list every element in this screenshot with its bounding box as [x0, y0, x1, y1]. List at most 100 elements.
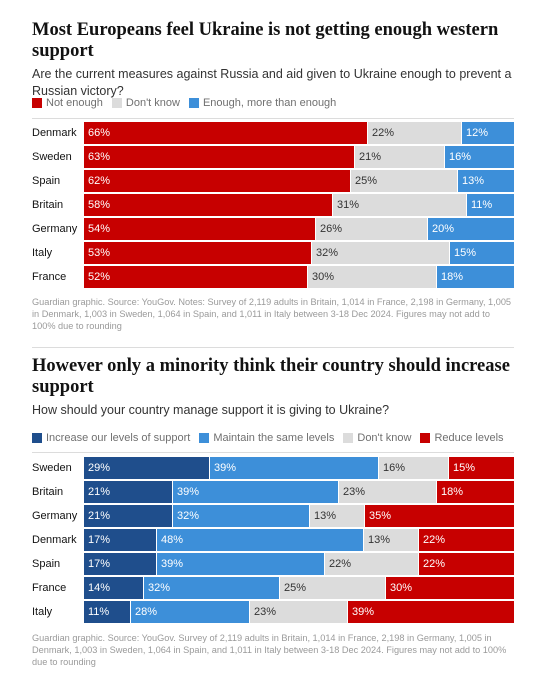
category-label: France [32, 271, 67, 283]
section-divider [32, 347, 514, 348]
bar-row-germany: Germany 21% 32% 13% 35% [32, 504, 514, 528]
stacked-bar: 62% 25% 13% [84, 169, 514, 193]
category-label: Italy [32, 247, 53, 259]
bar-segment-enough-more-than-enough: 11% [467, 194, 514, 216]
stacked-bar: 21% 32% 13% 35% [84, 504, 514, 528]
bar-row-spain: Spain 62% 25% 13% [32, 169, 514, 193]
bar-row-sweden: Sweden 63% 21% 16% [32, 145, 514, 169]
bar-segment-enough-more-than-enough: 12% [462, 122, 514, 144]
bar-segment-maintain-the-same-levels: 32% [173, 505, 310, 527]
bar-row-france: France 52% 30% 18% [32, 265, 514, 289]
bar-segment-reduce-levels: 39% [348, 601, 514, 623]
bar-row-britain: Britain 21% 39% 23% 18% [32, 480, 514, 504]
chart-2-bars: Sweden 29% 39% 16% 15% Britain 21% 39% 23% 18% Ger… [32, 456, 514, 624]
legend-item-1: Not enough [32, 97, 103, 109]
bar-segment-increase-our-levels-of-support: 21% [84, 505, 173, 527]
bar-row-italy: Italy 53% 32% 15% [32, 241, 514, 265]
legend-label: Not enough [46, 97, 103, 109]
chart-1-source-note: Guardian graphic. Source: YouGov. Notes:… [32, 297, 512, 331]
bar-segment-increase-our-levels-of-support: 17% [84, 553, 157, 575]
bar-segment-reduce-levels: 35% [365, 505, 514, 527]
bar-segment-not-enough: 53% [84, 242, 312, 264]
legend-label: Don't know [357, 432, 412, 444]
stacked-bar: 17% 48% 13% 22% [84, 528, 514, 552]
bar-segment-reduce-levels: 18% [437, 481, 514, 503]
bar-segment-not-enough: 58% [84, 194, 333, 216]
category-label: Britain [32, 199, 64, 211]
bar-segment-not-enough: 52% [84, 266, 308, 288]
bar-segment-don-t-know: 22% [368, 122, 462, 144]
legend-item-3: Enough, more than enough [188, 97, 336, 109]
chart-2-source-note: Guardian graphic. Source: YouGov. Survey… [32, 633, 507, 667]
bar-segment-increase-our-levels-of-support: 17% [84, 529, 157, 551]
chart-1-legend: Not enough Don't know Enough, more than en… [32, 97, 345, 109]
bar-row-denmark: Denmark 66% 22% 12% [32, 121, 514, 145]
bar-segment-maintain-the-same-levels: 48% [157, 529, 364, 551]
stacked-bar: 54% 26% 20% [84, 217, 514, 241]
category-label: Italy [32, 606, 53, 618]
category-label: Spain [32, 558, 61, 570]
stacked-bar: 58% 31% 11% [84, 193, 514, 217]
bar-row-britain: Britain 58% 31% 11% [32, 193, 514, 217]
bar-segment-maintain-the-same-levels: 39% [157, 553, 325, 575]
legend-item-3: Don't know [343, 432, 411, 444]
bar-row-denmark: Denmark 17% 48% 13% 22% [32, 528, 514, 552]
bar-segment-don-t-know: 31% [333, 194, 467, 216]
bar-segment-don-t-know: 23% [250, 601, 348, 623]
bar-segment-not-enough: 62% [84, 170, 351, 192]
legend-item-2: Don't know [111, 97, 180, 109]
category-label: Sweden [32, 462, 72, 474]
bar-segment-maintain-the-same-levels: 39% [210, 457, 379, 479]
legend-swatch [111, 98, 122, 108]
bar-segment-don-t-know: 22% [325, 553, 419, 575]
bar-segment-don-t-know: 25% [280, 577, 386, 599]
legend-swatch [199, 433, 210, 443]
bar-segment-increase-our-levels-of-support: 11% [84, 601, 131, 623]
bar-segment-not-enough: 63% [84, 146, 355, 168]
legend-item-2: Maintain the same levels [199, 432, 334, 444]
legend-label: Increase our levels of support [46, 432, 191, 444]
legend-swatch [32, 98, 42, 108]
bar-row-germany: Germany 54% 26% 20% [32, 217, 514, 241]
category-label: Denmark [32, 534, 77, 546]
bar-segment-don-t-know: 26% [316, 218, 428, 240]
bar-row-sweden: Sweden 29% 39% 16% 15% [32, 456, 514, 480]
chart-2-title: However only a minority think their coun… [32, 356, 510, 397]
stacked-bar: 63% 21% 16% [84, 145, 514, 169]
bar-segment-increase-our-levels-of-support: 21% [84, 481, 173, 503]
stacked-bar: 21% 39% 23% 18% [84, 480, 514, 504]
legend-label: Don't know [125, 97, 180, 109]
stacked-bar: 66% 22% 12% [84, 121, 514, 145]
bar-segment-maintain-the-same-levels: 39% [173, 481, 339, 503]
chart-1-header: Most Europeans feel Ukraine is not getti… [32, 20, 514, 100]
bar-segment-reduce-levels: 15% [449, 457, 514, 479]
bar-segment-don-t-know: 13% [310, 505, 365, 527]
bar-segment-enough-more-than-enough: 20% [428, 218, 514, 240]
bar-segment-enough-more-than-enough: 13% [458, 170, 514, 192]
chart-2-legend: Increase our levels of support Maintain t… [32, 432, 513, 444]
chart-2-subtitle: How should your country manage support i… [32, 403, 390, 417]
bar-segment-not-enough: 54% [84, 218, 316, 240]
bar-segment-don-t-know: 32% [312, 242, 450, 264]
legend-item-1: Increase our levels of support [32, 432, 190, 444]
chart-1-title: Most Europeans feel Ukraine is not getti… [32, 20, 499, 61]
bar-segment-reduce-levels: 22% [419, 529, 514, 551]
category-label: Germany [32, 510, 78, 522]
stacked-bar: 14% 32% 25% 30% [84, 576, 514, 600]
stacked-bar: 29% 39% 16% 15% [84, 456, 514, 480]
stacked-bar: 17% 39% 22% 22% [84, 552, 514, 576]
chart-2-divider [32, 452, 514, 453]
chart-1-bars: Denmark 66% 22% 12% Sweden 63% 21% 16% Spain 62% 2… [32, 121, 514, 289]
bar-segment-reduce-levels: 22% [419, 553, 514, 575]
legend-swatch [420, 433, 431, 443]
bar-segment-don-t-know: 21% [355, 146, 445, 168]
bar-segment-don-t-know: 25% [351, 170, 458, 192]
legend-swatch [188, 98, 199, 108]
bar-row-france: France 14% 32% 25% 30% [32, 576, 514, 600]
bar-segment-enough-more-than-enough: 15% [450, 242, 514, 264]
bar-segment-maintain-the-same-levels: 28% [131, 601, 250, 623]
legend-label: Maintain the same levels [213, 432, 335, 444]
legend-swatch [343, 433, 354, 443]
stacked-bar: 11% 28% 23% 39% [84, 600, 514, 624]
bar-segment-don-t-know: 13% [364, 529, 419, 551]
